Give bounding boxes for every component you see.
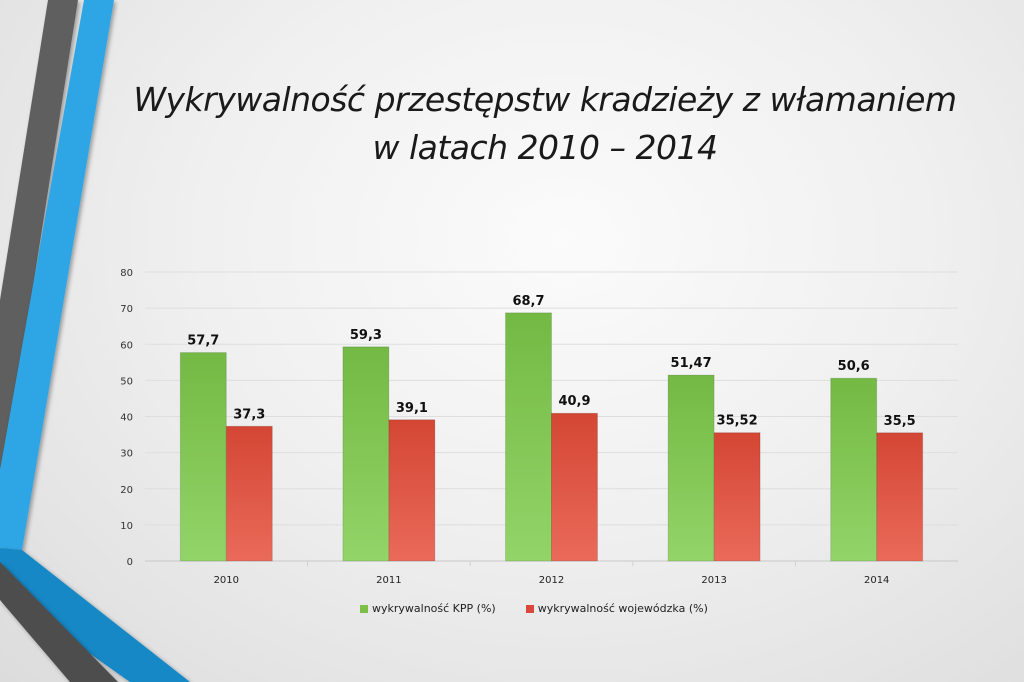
- data-label: 35,5: [884, 414, 916, 429]
- bar-kpp: [667, 374, 715, 562]
- y-axis: 0 10 20 30 40 50 60 70 80: [120, 268, 133, 568]
- data-label: 59,3: [350, 328, 382, 343]
- legend-label-kpp: wykrywalność KPP (%): [372, 602, 496, 615]
- data-label: 35,52: [717, 414, 758, 429]
- legend-swatch-red: [525, 604, 534, 613]
- bar-kpp: [505, 312, 552, 562]
- bar-wojewodzka: [713, 432, 761, 562]
- y-tick-label: 70: [120, 304, 133, 315]
- bar-wojewodzka: [388, 419, 436, 562]
- gray-stripe-vertical: [0, 0, 78, 470]
- y-tick-label: 30: [120, 449, 133, 460]
- y-tick-label: 50: [120, 376, 133, 387]
- bar-kpp: [179, 352, 227, 562]
- y-tick-label: 10: [120, 521, 133, 532]
- data-label: 37,3: [233, 407, 265, 422]
- legend-swatch-green: [360, 604, 368, 613]
- y-tick-label: 0: [127, 557, 133, 568]
- legend-item-wojewodzka: wykrywalność wojewódzka (%): [525, 602, 708, 615]
- bars: 57,7 37,3 59,3 39,1 68,7 40,9 51,47 35,52 50,6 35…: [179, 294, 924, 562]
- legend-item-kpp: wykrywalność KPP (%): [360, 602, 496, 615]
- slide-title: Wykrywalność przestępstw kradzieży z wła…: [100, 76, 990, 172]
- bar-wojewodzka: [876, 432, 924, 562]
- data-label: 40,9: [558, 394, 590, 409]
- bar-kpp: [830, 377, 878, 562]
- data-label: 39,1: [396, 401, 428, 416]
- gray-stripe-diagonal: [0, 562, 118, 682]
- x-tick-label: 2011: [376, 575, 401, 586]
- x-axis: 2010 2011 2012 2013 2014: [214, 561, 889, 586]
- blue-stripe-vertical: [0, 0, 114, 550]
- y-tick-label: 20: [120, 485, 133, 496]
- y-tick-label: 60: [120, 340, 133, 351]
- x-tick-label: 2010: [214, 575, 239, 586]
- title-line-1: Wykrywalność przestępstw kradzieży z wła…: [133, 80, 957, 119]
- x-tick-label: 2014: [864, 575, 889, 586]
- title-line-2: w latach 2010 – 2014: [372, 128, 718, 167]
- bar-kpp: [342, 346, 390, 562]
- bar-wojewodzka: [225, 425, 273, 562]
- data-label: 68,7: [512, 294, 544, 309]
- x-tick-label: 2013: [701, 575, 726, 586]
- x-tick-label: 2012: [539, 575, 564, 586]
- data-label: 57,7: [187, 334, 219, 349]
- chart-legend: wykrywalność KPP (%) wykrywalność wojewó…: [360, 602, 708, 615]
- data-label: 51,47: [671, 356, 712, 371]
- legend-label-wojewodzka: wykrywalność wojewódzka (%): [537, 602, 708, 615]
- y-tick-label: 40: [120, 413, 133, 424]
- blue-stripe-diagonal: [0, 548, 190, 682]
- bar-wojewodzka: [551, 412, 598, 562]
- data-label: 50,6: [838, 359, 870, 374]
- y-tick-label: 80: [120, 268, 133, 279]
